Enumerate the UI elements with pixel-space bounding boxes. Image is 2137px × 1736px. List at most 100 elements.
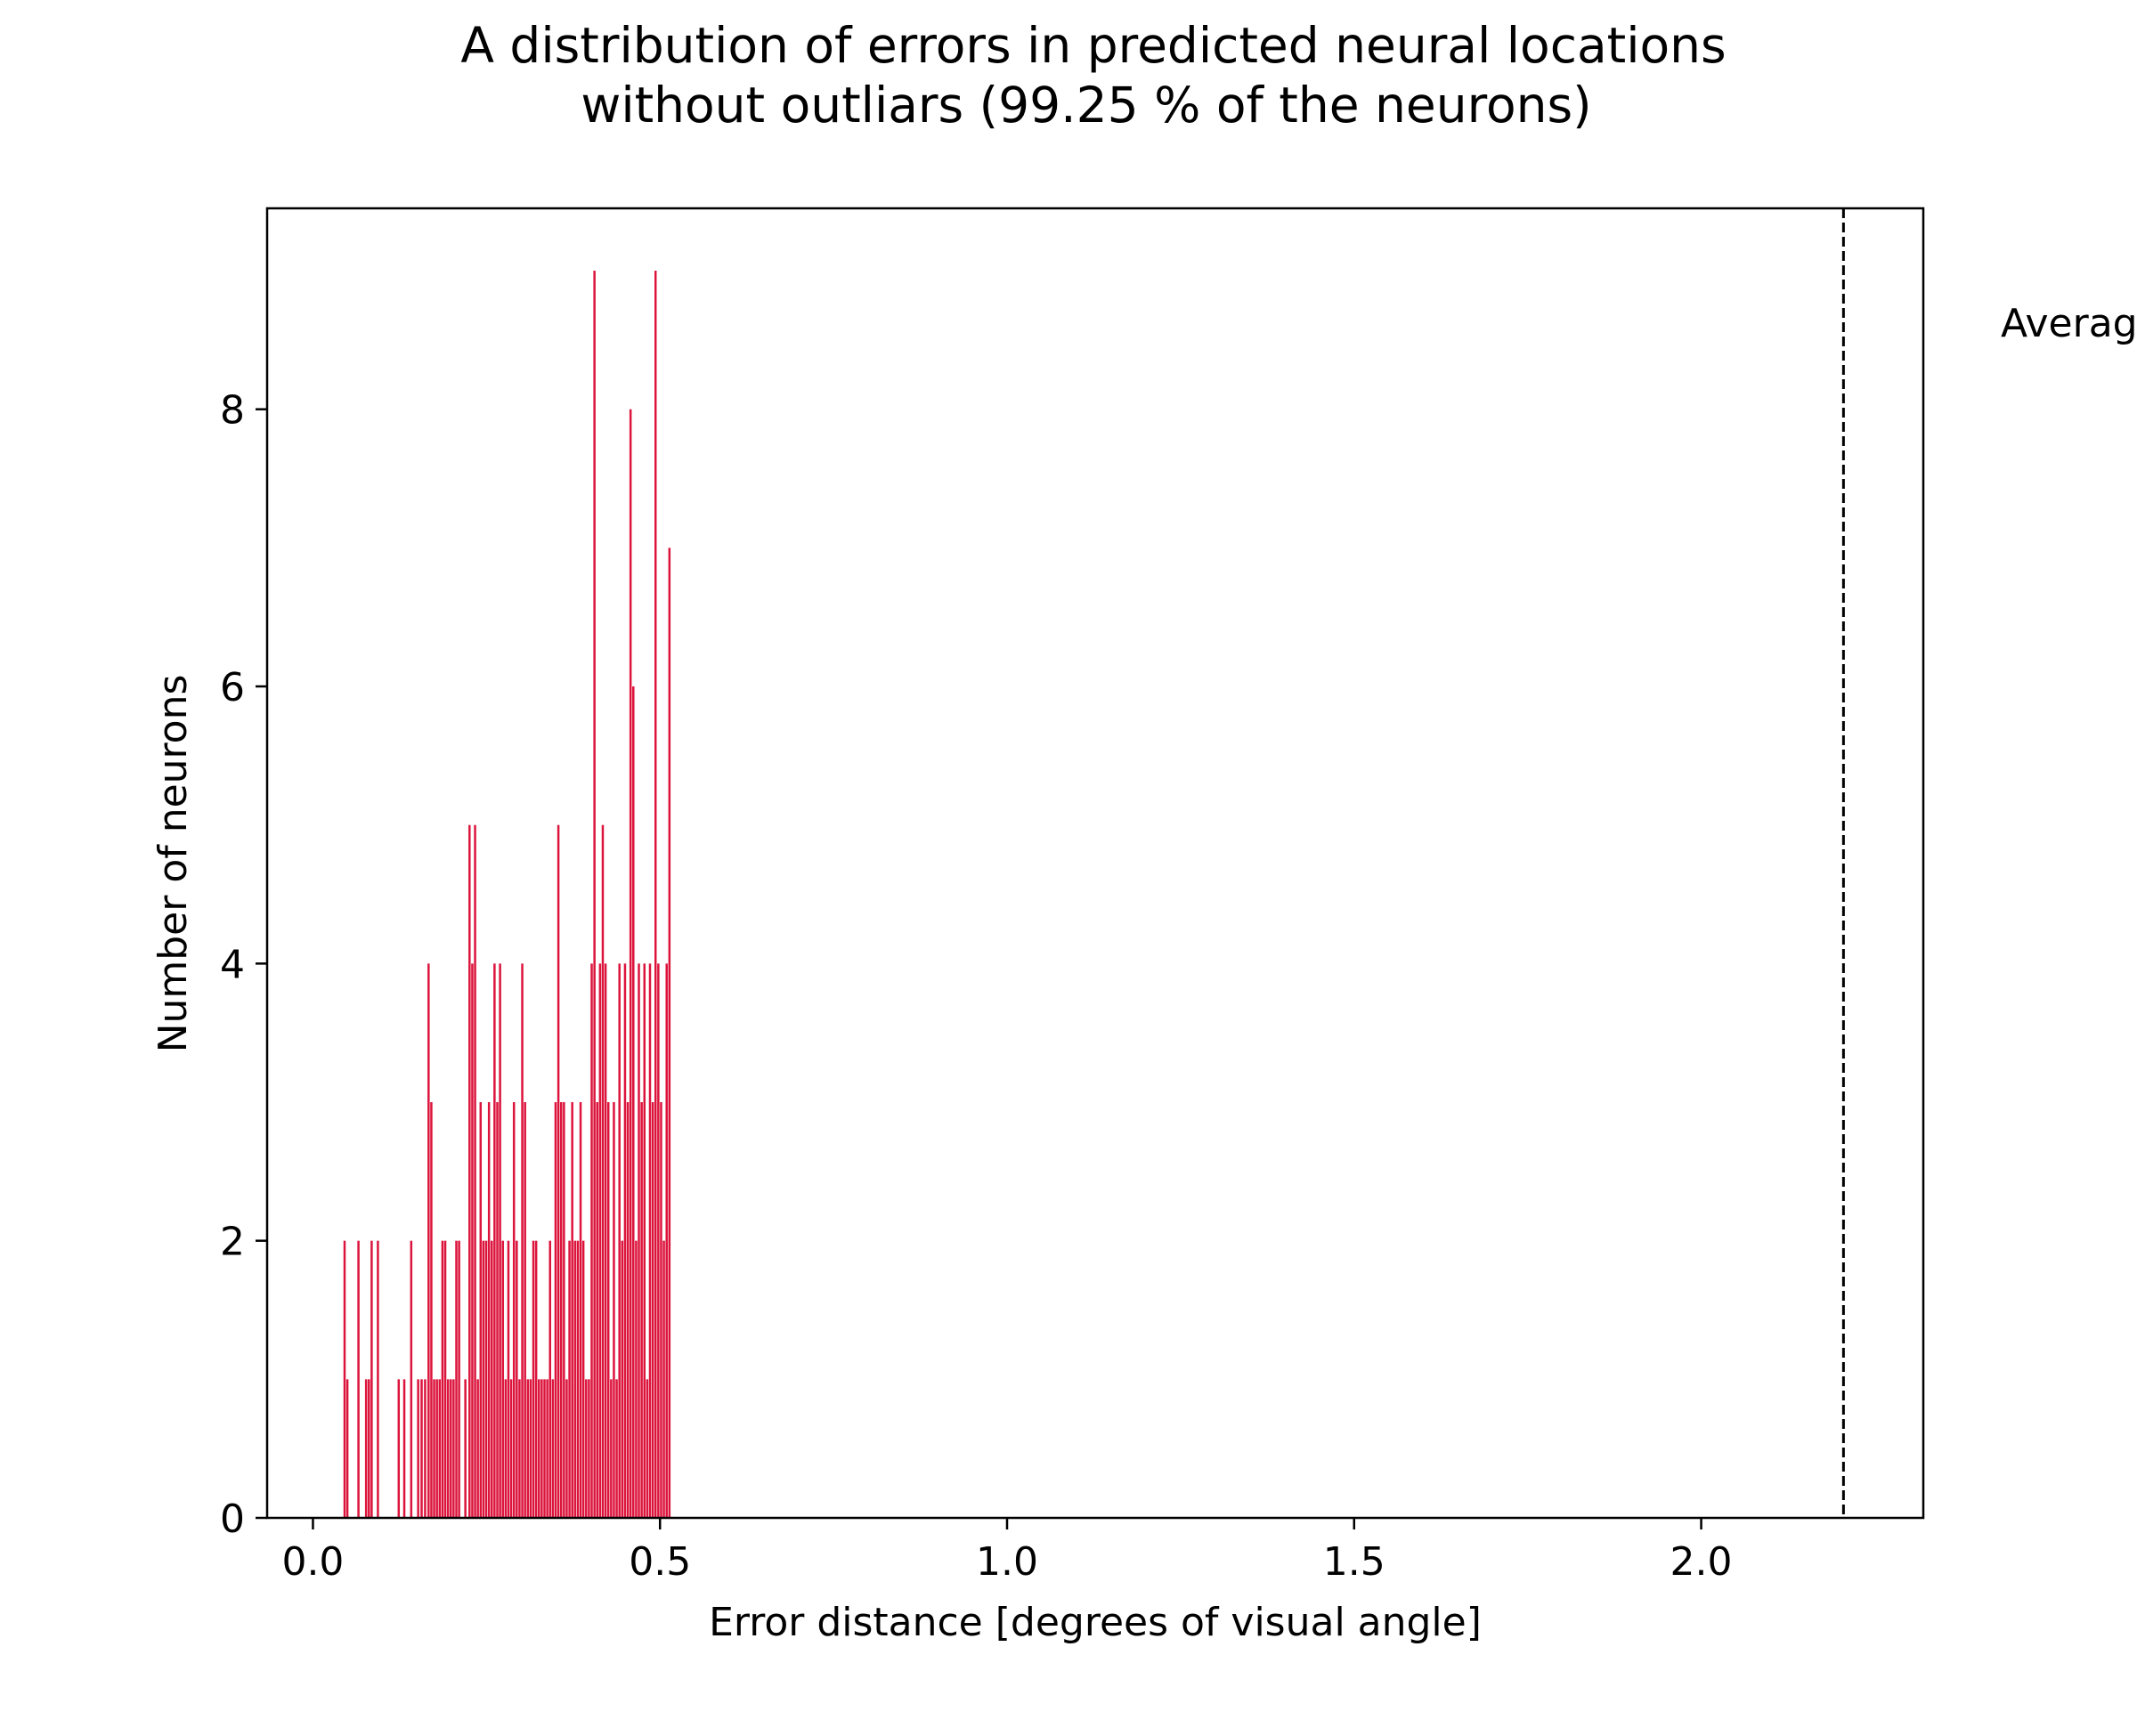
histogram-bar [417, 1379, 419, 1518]
x-tick-label: 2.0 [1670, 1539, 1733, 1585]
histogram-bar [377, 1240, 379, 1518]
histogram-bar [615, 1379, 618, 1518]
chart-title-line-1: A distribution of errors in predicted ne… [460, 17, 1726, 74]
histogram-bar [493, 963, 496, 1518]
histogram-bar [540, 1379, 543, 1518]
x-axis-ticks: 0.0 0.5 1.0 1.5 2.0 [281, 1518, 1733, 1585]
histogram-bar [596, 1102, 598, 1518]
histogram-bar [476, 1379, 479, 1518]
histogram-bar [491, 1240, 493, 1518]
histogram-bar [518, 1379, 521, 1518]
histogram-bar [598, 963, 602, 1518]
histogram-bar [368, 1379, 370, 1518]
histogram-bar [573, 1240, 577, 1518]
histogram-bar [579, 1102, 582, 1518]
histogram-bar [534, 1240, 538, 1518]
histogram-bar [433, 1379, 435, 1518]
histogram-bar [629, 409, 632, 1519]
histogram-bar [499, 963, 501, 1518]
histogram-bar [618, 963, 621, 1518]
histogram-bar [343, 1240, 346, 1518]
histogram-bar [424, 1379, 427, 1518]
histogram-bar [452, 1379, 455, 1518]
histogram-bar [585, 1379, 588, 1518]
histogram-bar [565, 1379, 568, 1518]
histogram-bar [512, 1102, 516, 1518]
histogram-bar [420, 1379, 423, 1518]
histogram-bar [604, 963, 607, 1518]
histogram-bar [427, 963, 430, 1518]
histogram-bar [458, 1240, 460, 1518]
mean-annotation: Averag [2001, 301, 2137, 346]
histogram-bar [484, 1240, 488, 1518]
histogram-bar [441, 1240, 444, 1518]
histogram-bar [576, 1240, 580, 1518]
histogram-bar [632, 686, 635, 1518]
histogram-bar [438, 1379, 442, 1518]
histogram-bar [487, 1102, 491, 1518]
histogram-bar [471, 963, 474, 1518]
histogram-bar [450, 1379, 452, 1518]
histogram-bar [546, 1379, 548, 1518]
x-tick-label: 1.0 [976, 1539, 1038, 1585]
histogram-bar [479, 1102, 483, 1518]
histogram-bar [613, 1102, 615, 1518]
histogram-bars [343, 271, 671, 1519]
histogram-bar [504, 1379, 508, 1518]
histogram-bar [474, 824, 476, 1518]
histogram-bar [626, 1102, 630, 1518]
x-axis-label: Error distance [degrees of visual angle] [709, 1600, 1482, 1645]
histogram-bar [601, 824, 605, 1518]
histogram-bar [430, 1102, 433, 1518]
histogram-bar [524, 1102, 526, 1518]
histogram-bar [606, 1102, 610, 1518]
histogram-bar [357, 1240, 360, 1518]
histogram-bar [548, 1240, 551, 1518]
histogram-bar [568, 1240, 571, 1518]
histogram-bar [532, 1240, 535, 1518]
histogram-bar [660, 1102, 662, 1518]
histogram-bar [435, 1379, 438, 1518]
histogram-bar [443, 1240, 447, 1518]
histogram-bar [370, 1240, 373, 1518]
histogram-bar [559, 1102, 563, 1518]
histogram-bar [635, 1240, 638, 1518]
y-tick-label: 0 [220, 1497, 245, 1542]
histogram-bar [590, 963, 593, 1518]
histogram-bar [464, 1379, 467, 1518]
histogram-bar [410, 1240, 413, 1518]
y-tick-label: 2 [220, 1220, 245, 1265]
histogram-bar [623, 963, 627, 1518]
histogram-bar [397, 1379, 401, 1518]
y-axis-label: Number of neurons [150, 675, 196, 1053]
histogram-bar [563, 1102, 565, 1518]
x-tick-label: 0.5 [629, 1539, 691, 1585]
histogram-bar [593, 271, 596, 1518]
histogram-bar [507, 1240, 510, 1518]
x-tick-label: 0.0 [281, 1539, 344, 1585]
y-tick-label: 4 [220, 942, 245, 987]
histogram-bar [665, 963, 668, 1518]
histogram-bar [509, 1379, 513, 1518]
histogram-bar [554, 1102, 557, 1518]
histogram-bar [654, 271, 657, 1518]
histogram-bar [571, 1102, 573, 1518]
histogram-bar [521, 963, 524, 1518]
histogram-bar [588, 1379, 590, 1518]
histogram-bar [501, 1240, 504, 1518]
histogram-bar [446, 1379, 450, 1518]
histogram-bar [455, 1240, 458, 1518]
histogram-bar [646, 1379, 649, 1518]
chart-title-line-2: without outliars (99.25 % of the neurons… [581, 77, 1591, 134]
histogram-bar [662, 1240, 665, 1518]
histogram-bar [538, 1379, 540, 1518]
plot-frame [265, 207, 1925, 1520]
histogram-bar [557, 824, 560, 1518]
histogram-bar [402, 1379, 406, 1518]
histogram-bar [468, 824, 471, 1518]
histogram-bar [648, 963, 652, 1518]
y-tick-label: 8 [220, 388, 245, 434]
histogram-bar [516, 1240, 518, 1518]
